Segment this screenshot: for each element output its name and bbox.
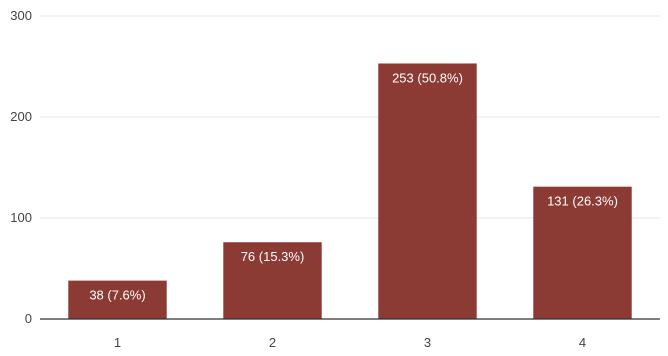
bars: 38 (7.6%) 76 (15.3%) 253 (50.8%) 131 (26.3%… <box>68 63 632 319</box>
bar-2 <box>223 242 322 319</box>
y-tick-label: 200 <box>10 109 32 124</box>
x-tick-label: 4 <box>579 335 586 350</box>
bar-data-label: 76 (15.3%) <box>241 249 305 264</box>
y-tick-label: 0 <box>25 311 32 326</box>
bar-4 <box>533 186 632 319</box>
bar-data-label: 38 (7.6%) <box>89 288 145 303</box>
bar-1 <box>68 280 167 319</box>
y-tick-label: 100 <box>10 210 32 225</box>
x-tick-label: 2 <box>269 335 276 350</box>
bar-data-label: 253 (50.8%) <box>392 70 463 85</box>
bar-3 <box>378 63 477 319</box>
bar-data-label: 131 (26.3%) <box>547 194 618 209</box>
x-axis: 1 2 3 4 <box>40 318 660 350</box>
x-tick-label: 3 <box>424 335 431 350</box>
x-tick-label: 1 <box>114 335 121 350</box>
y-tick-label: 300 <box>10 8 32 23</box>
y-axis: 0 100 200 300 <box>10 8 32 326</box>
